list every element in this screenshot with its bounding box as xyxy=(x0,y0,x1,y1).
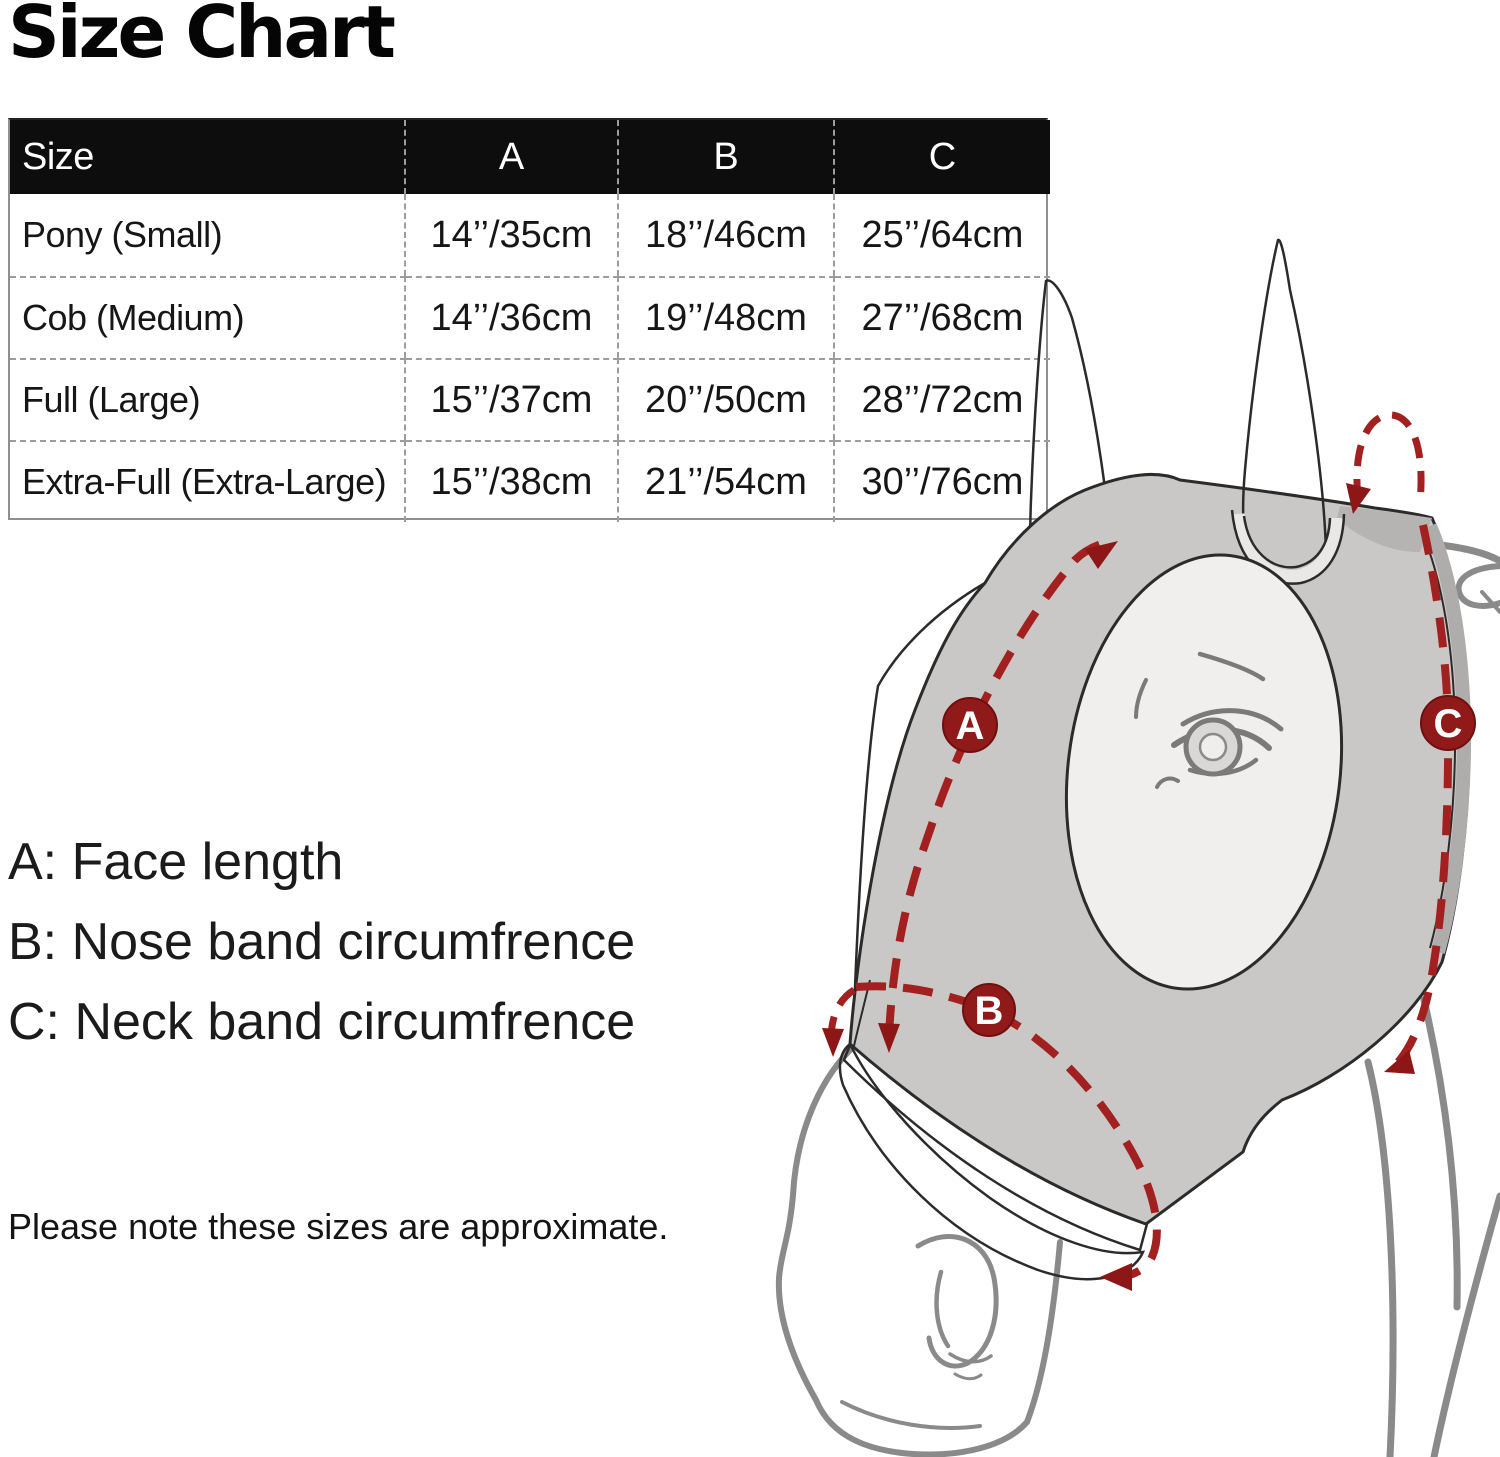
horse-fly-mask-diagram: A B C xyxy=(775,238,1500,1457)
measurement-c: C xyxy=(1346,411,1476,1074)
measurement-a: A xyxy=(878,539,1118,1053)
arrowhead-b-end xyxy=(1100,1263,1132,1291)
horse-eye xyxy=(1134,651,1284,789)
row-extrafull-c: 30’’/76cm xyxy=(835,440,1050,522)
row-pony-size: Pony (Small) xyxy=(10,194,406,276)
arrowhead-c-bottom xyxy=(1384,1050,1415,1074)
marker-b xyxy=(962,983,1016,1037)
row-full-b: 20’’/50cm xyxy=(619,358,835,440)
row-extrafull-b: 21’’/54cm xyxy=(619,440,835,522)
arrowhead-a-top xyxy=(1085,541,1118,569)
arrowhead-b-loop xyxy=(822,1028,844,1057)
row-cob-c: 27’’/68cm xyxy=(835,276,1050,358)
horse-muzzle xyxy=(775,1047,1063,1457)
measurement-legend: A: Face length B: Nose band circumfrence… xyxy=(8,822,635,1062)
col-header-a: A xyxy=(406,120,619,194)
ear-hole-rim xyxy=(1230,509,1346,585)
row-cob-a: 14’’/36cm xyxy=(406,276,619,358)
horse-neck-lines xyxy=(1364,541,1500,1457)
poll-shadow xyxy=(1337,506,1432,553)
arrowhead-a-bottom xyxy=(878,1023,900,1053)
measurement-b: B xyxy=(822,982,1161,1291)
marker-b-label: B xyxy=(975,989,1004,1033)
nostril xyxy=(915,1234,999,1369)
row-cob-b: 19’’/48cm xyxy=(619,276,835,358)
size-chart-table: Size A B C Pony (Small) 14’’/35cm 18’’/4… xyxy=(8,118,1050,522)
marker-a-label: A xyxy=(956,704,985,748)
col-header-b: B xyxy=(619,120,835,194)
row-pony-b: 18’’/46cm xyxy=(619,194,835,276)
row-extrafull-size: Extra-Full (Extra-Large) xyxy=(10,440,406,522)
row-pony-a: 14’’/35cm xyxy=(406,194,619,276)
legend-b: B: Nose band circumfrence xyxy=(8,913,636,971)
row-full-size: Full (Large) xyxy=(10,358,406,440)
page-title: Size Chart xyxy=(8,0,396,74)
col-header-c: C xyxy=(835,120,1050,194)
marker-c-label: C xyxy=(1434,702,1463,746)
col-header-size: Size xyxy=(10,120,406,194)
marker-a xyxy=(942,697,998,753)
row-full-a: 15’’/37cm xyxy=(406,358,619,440)
arrowhead-c-top xyxy=(1346,483,1371,514)
row-extrafull-a: 15’’/38cm xyxy=(406,440,619,522)
row-cob-size: Cob (Medium) xyxy=(10,276,406,358)
legend-c: C: Neck band circumfrence xyxy=(8,993,636,1051)
legend-a: A: Face length xyxy=(8,833,344,891)
row-full-c: 28’’/72cm xyxy=(835,358,1050,440)
marker-c xyxy=(1420,695,1476,751)
approximate-note: Please note these sizes are approximate. xyxy=(8,1206,669,1247)
row-pony-c: 25’’/64cm xyxy=(861,213,1024,256)
